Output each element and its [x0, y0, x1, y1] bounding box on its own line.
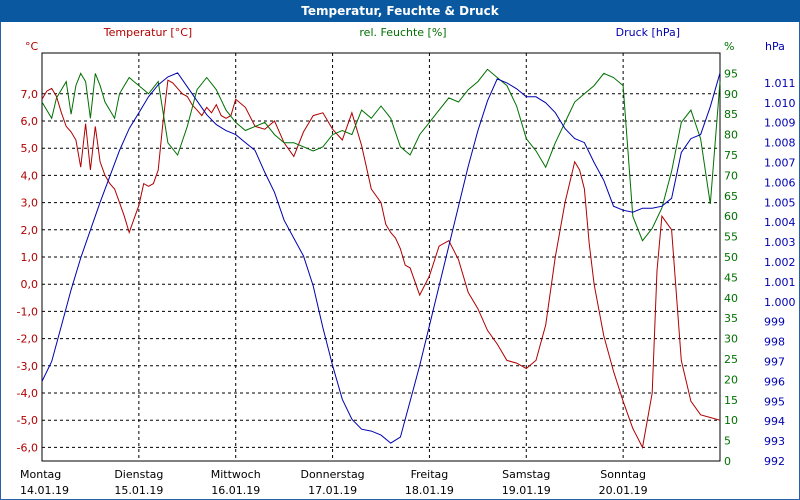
temperature-tick: -4,0 — [17, 387, 38, 400]
x-tick-date: 16.01.19 — [211, 484, 260, 497]
x-tick-date: 15.01.19 — [114, 484, 163, 497]
x-tick-day: Sonntag — [600, 468, 646, 481]
x-tick-date: 17.01.19 — [308, 484, 357, 497]
pressure-tick: 998 — [764, 336, 785, 349]
temperature-unit: °C — [25, 40, 39, 53]
pressure-tick: 1.011 — [764, 77, 796, 90]
pressure-tick: 995 — [764, 395, 785, 408]
pressure-axis-title: Druck [hPa] — [616, 26, 680, 39]
pressure-tick: 1.001 — [764, 276, 796, 289]
tick-labels: Montag 14.01.19 Dienstag 15.01.19 Mittwoch 16… — [17, 67, 796, 497]
humidity-tick: 85 — [724, 108, 738, 121]
series-humidity — [41, 68, 721, 242]
humidity-unit: % — [724, 40, 734, 53]
temperature-tick: 7,0 — [21, 88, 39, 101]
pressure-unit: hPa — [765, 40, 785, 53]
temperature-tick: -3,0 — [17, 360, 38, 373]
humidity-tick: 55 — [724, 231, 738, 244]
humidity-tick: 60 — [724, 210, 738, 223]
temperature-axis-title: Temperatur [°C] — [103, 26, 192, 39]
axis-labels: °C Temperatur [°C] rel. Feuchte [%] Druc… — [25, 26, 785, 53]
x-tick-day: Samstag — [502, 468, 550, 481]
chart-title: Temperatur, Feuchte & Druck — [0, 0, 800, 22]
pressure-tick: 1.002 — [764, 256, 796, 269]
temperature-tick: -5,0 — [17, 414, 38, 427]
temperature-tick: 1,0 — [21, 251, 39, 264]
pressure-tick: 1.003 — [764, 236, 796, 249]
pressure-tick: 1.008 — [764, 137, 796, 150]
temperature-tick: 5,0 — [21, 142, 39, 155]
temperature-tick: 4,0 — [21, 169, 39, 182]
x-tick-day: Donnerstag — [300, 468, 364, 481]
temperature-tick: 2,0 — [21, 224, 39, 237]
temperature-tick: -6,0 — [17, 441, 38, 454]
pressure-tick: 1.007 — [764, 156, 796, 169]
humidity-tick: 50 — [724, 251, 738, 264]
pressure-tick: 996 — [764, 375, 785, 388]
humidity-axis-title: rel. Feuchte [%] — [359, 26, 446, 39]
pressure-tick: 1.004 — [764, 216, 796, 229]
humidity-tick: 10 — [724, 414, 738, 427]
temperature-tick: 0,0 — [21, 278, 39, 291]
x-tick-date: 18.01.19 — [405, 484, 454, 497]
humidity-tick: 15 — [724, 394, 738, 407]
series-temperature — [41, 79, 721, 449]
temperature-tick: -2,0 — [17, 333, 38, 346]
humidity-tick: 0 — [724, 455, 731, 468]
pressure-tick: 1.000 — [764, 296, 796, 309]
humidity-tick: 90 — [724, 88, 738, 101]
temperature-tick: -1,0 — [17, 305, 38, 318]
humidity-tick: 65 — [724, 190, 738, 203]
humidity-tick: 35 — [724, 312, 738, 325]
x-tick-day: Montag — [20, 468, 61, 481]
humidity-tick: 30 — [724, 333, 738, 346]
x-tick-date: 19.01.19 — [502, 484, 551, 497]
series-layer — [41, 68, 721, 449]
humidity-tick: 5 — [724, 435, 731, 448]
x-tick-date: 14.01.19 — [20, 484, 69, 497]
grid-lines — [41, 52, 721, 462]
series-pressure — [41, 72, 721, 444]
humidity-tick: 25 — [724, 353, 738, 366]
humidity-tick: 75 — [724, 149, 738, 162]
x-tick-date: 20.01.19 — [599, 484, 648, 497]
temperature-tick: 6,0 — [21, 115, 39, 128]
pressure-tick: 1.010 — [764, 97, 796, 110]
x-tick-day: Mittwoch — [211, 468, 261, 481]
x-tick-day: Dienstag — [114, 468, 163, 481]
temperature-tick: 3,0 — [21, 197, 39, 210]
x-tick-day: Freitag — [411, 468, 449, 481]
pressure-tick: 1.006 — [764, 176, 796, 189]
pressure-tick: 992 — [764, 455, 785, 468]
pressure-tick: 994 — [764, 415, 785, 428]
humidity-tick: 95 — [724, 67, 738, 80]
pressure-tick: 999 — [764, 316, 785, 329]
humidity-tick: 20 — [724, 373, 738, 386]
pressure-tick: 997 — [764, 355, 785, 368]
pressure-tick: 993 — [764, 435, 785, 448]
humidity-tick: 80 — [724, 129, 738, 142]
humidity-tick: 45 — [724, 271, 738, 284]
humidity-tick: 70 — [724, 169, 738, 182]
pressure-tick: 1.005 — [764, 196, 796, 209]
humidity-tick: 40 — [724, 292, 738, 305]
pressure-tick: 1.009 — [764, 117, 796, 130]
